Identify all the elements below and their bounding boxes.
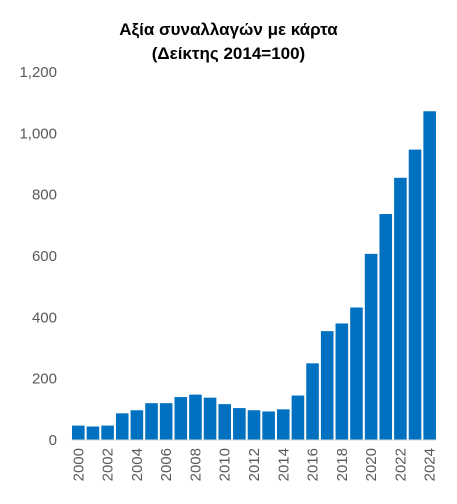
y-tick-label: 800 <box>32 187 57 204</box>
bar-2019 <box>350 307 363 440</box>
bar-2020 <box>364 253 378 440</box>
bar-2021 <box>379 213 393 440</box>
bar-2009 <box>203 397 217 440</box>
y-tick-label: 1,000 <box>19 125 57 142</box>
bar-2006 <box>159 403 173 440</box>
chart-title: Αξία συναλλαγών με κάρτα (Δείκτης 2014=1… <box>0 18 457 66</box>
chart-title-line-1: Αξία συναλλαγών με κάρτα <box>119 20 338 39</box>
x-tick-label: 2020 <box>363 448 380 481</box>
bar-2024 <box>423 111 436 440</box>
bar-2001 <box>86 426 100 440</box>
bar-2023 <box>408 149 422 440</box>
x-tick-label: 2022 <box>392 448 409 481</box>
y-tick-label: 200 <box>32 371 57 388</box>
x-axis: 2000 2002 2004 2006 2008 2010 2012 2014 2016 2018… <box>70 448 438 481</box>
bar-2013 <box>262 411 275 440</box>
bar-2005 <box>145 403 158 440</box>
bar-2018 <box>335 323 349 440</box>
y-axis: 0 200 400 600 800 1,000 1,200 <box>19 64 57 449</box>
x-tick-label: 2024 <box>422 448 439 481</box>
bar-2016 <box>306 363 319 440</box>
bar-2010 <box>218 404 232 440</box>
chart-title-line-2: (Δείκτης 2014=100) <box>151 44 306 63</box>
bars <box>72 111 436 441</box>
bar-2004 <box>130 410 144 440</box>
bar-2022 <box>394 177 407 441</box>
x-tick-label: 2014 <box>275 448 292 481</box>
x-tick-label: 2008 <box>187 448 204 481</box>
bar-2017 <box>320 331 334 440</box>
x-tick-label: 2016 <box>305 448 322 481</box>
bar-2002 <box>101 425 114 440</box>
bar-2012 <box>247 410 261 440</box>
y-tick-label: 600 <box>32 248 57 265</box>
bar-2014 <box>276 409 290 440</box>
bar-2000 <box>72 425 85 440</box>
y-tick-label: 1,200 <box>19 64 57 81</box>
x-tick-label: 2010 <box>217 448 234 481</box>
y-tick-label: 0 <box>49 432 57 449</box>
bar-2011 <box>233 408 246 440</box>
x-tick-label: 2000 <box>70 448 87 481</box>
bar-2008 <box>189 394 202 440</box>
x-tick-label: 2012 <box>246 448 263 481</box>
x-tick-label: 2018 <box>334 448 351 481</box>
bar-2007 <box>174 397 188 440</box>
x-tick-label: 2004 <box>129 448 146 481</box>
x-tick-label: 2006 <box>158 448 175 481</box>
x-tick-label: 2002 <box>100 448 117 481</box>
bar-2003 <box>115 413 129 440</box>
bar-2015 <box>291 395 305 440</box>
y-tick-label: 400 <box>32 309 57 326</box>
